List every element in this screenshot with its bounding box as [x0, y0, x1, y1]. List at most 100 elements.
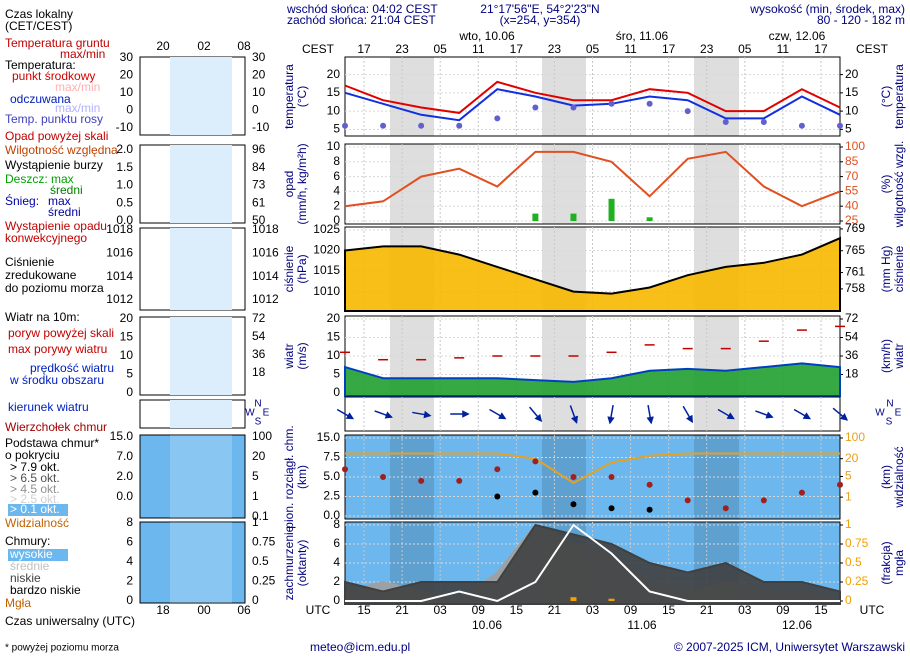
y-axis-label: (mm/h, kg/m²h) — [295, 143, 309, 224]
series-dot — [798, 122, 805, 129]
left-tick-label: 72 — [252, 311, 266, 325]
wind-arrow — [832, 407, 849, 421]
y-tick-label: 20 — [327, 311, 341, 325]
wind-arrow — [717, 408, 735, 420]
legend-text: w środku obszaru — [9, 373, 104, 387]
legend-text: Temperatura gruntu — [5, 36, 110, 50]
y-tick-label: 0 — [333, 385, 340, 399]
left-tick-label: 10 — [120, 348, 134, 362]
left-tick-label: 0 — [252, 593, 259, 607]
y-tick-label: 10 — [327, 348, 341, 362]
series-dot — [608, 474, 615, 480]
y2-tick-label: 25 — [845, 213, 859, 227]
left-tick-label: -10 — [116, 120, 134, 134]
footnote: * powyżej poziomu morza — [5, 643, 119, 654]
series-line — [344, 88, 841, 122]
left-day-band — [170, 435, 232, 518]
left-tick-label: 2.0 — [116, 142, 133, 156]
night-band — [694, 397, 739, 431]
left-tick-label: 100 — [252, 429, 272, 443]
legend-highlight — [8, 504, 68, 516]
y2-tick-label: 55 — [845, 184, 859, 198]
day-label: wto, 10.06 — [458, 29, 515, 43]
x-tick-label: 23 — [700, 42, 714, 56]
y-axis-label: temperatura — [282, 64, 296, 129]
left-tick-label: 0.5 — [116, 195, 133, 209]
series-line — [345, 523, 840, 603]
series-dot — [760, 119, 767, 126]
legend-text: > 0.1 okt. — [10, 502, 60, 516]
series-dot — [646, 481, 653, 488]
left-day-band — [170, 317, 232, 395]
left-tick-label: 0.25 — [252, 574, 276, 588]
x-tick-label: 15 — [814, 603, 828, 617]
left-tick-label: 2 — [126, 574, 133, 588]
y2-tick-label: 0 — [845, 593, 852, 607]
series-dot — [494, 115, 501, 122]
wind-arrow — [412, 410, 432, 419]
series-dot — [494, 466, 501, 473]
y2-tick-label: 761 — [845, 265, 865, 279]
y-tick-label: 2 — [333, 198, 340, 212]
compass-letter: E — [895, 408, 902, 419]
left-tick-label: 2.0 — [116, 469, 133, 483]
y-axis-label: (oktanty) — [295, 540, 309, 587]
y2-tick-label: 0.25 — [845, 574, 869, 588]
series-dot — [722, 119, 729, 126]
series-dot — [684, 497, 691, 504]
x-tick-label: 05 — [434, 42, 448, 56]
y-tick-label: 1010 — [313, 284, 340, 298]
legend-text: średni — [48, 205, 81, 219]
legend-text: > 2.5 okt. — [10, 492, 60, 506]
left-tick-label: 18 — [252, 365, 266, 379]
day-label: 10.06 — [472, 618, 502, 632]
series-dot — [570, 474, 577, 480]
y-tick-label: 8 — [333, 517, 340, 531]
legend-text: Wilgotność względna — [5, 143, 118, 157]
y-tick-label: 2 — [333, 574, 340, 588]
legend-text: Czas uniwersalny (UTC) — [5, 614, 135, 628]
left-tick-label: 96 — [252, 142, 266, 156]
left-tick-label: 0 — [252, 103, 259, 117]
y2-tick-label: 20 — [845, 451, 859, 465]
left-time-label: 06 — [237, 603, 251, 617]
x-tick-label: 11 — [624, 42, 637, 56]
y2-axis-label: (%) — [879, 175, 893, 194]
legend-text: max/min — [55, 101, 100, 115]
coords: 21°17'56"E, 54°2'23"N — [480, 2, 599, 16]
left-tick-label: 0.1 — [252, 509, 269, 523]
series-dot — [570, 501, 577, 508]
copyright: © 2007-2025 ICM, Uniwersytet Warszawski — [674, 640, 905, 654]
left-day-band — [170, 400, 232, 428]
wind-arrow — [374, 410, 393, 419]
left-tick-label: 6 — [126, 535, 133, 549]
x-tick-label: 15 — [510, 603, 524, 617]
y-tick-label: 5 — [333, 122, 340, 136]
legend-text: poryw powyżej skali — [8, 326, 114, 340]
legend-text: bardzo niskie — [10, 583, 81, 597]
y-tick-label: 5.0 — [323, 469, 340, 483]
left-tick-label: 50 — [252, 213, 266, 227]
grid-point: (x=254, y=354) — [500, 13, 581, 27]
wind-arrow — [755, 410, 774, 419]
series-dot — [380, 474, 387, 480]
left-tick-label: 1016 — [106, 246, 133, 260]
y2-tick-label: 0.75 — [845, 536, 869, 550]
y-tick-label: 0.0 — [323, 508, 340, 522]
wind-arrow — [569, 405, 579, 424]
y-tick-label: 5 — [333, 367, 340, 381]
wind-arrow — [336, 408, 355, 420]
series-bar — [532, 213, 539, 221]
height: 80 - 120 - 182 m — [817, 13, 905, 27]
legend-text: max/min — [55, 80, 100, 94]
series-dot — [570, 104, 577, 111]
series-dot — [418, 122, 425, 129]
y2-axis-label: wilgotność wzgl. — [892, 141, 906, 229]
y2-axis-label: (km) — [879, 465, 893, 489]
y-tick-label: 0 — [333, 213, 340, 227]
compass-letter: W — [875, 408, 885, 419]
y2-axis-label: (km/h) — [879, 339, 893, 373]
y-tick-label: 20 — [327, 67, 341, 81]
left-tick-label: 73 — [252, 178, 266, 192]
